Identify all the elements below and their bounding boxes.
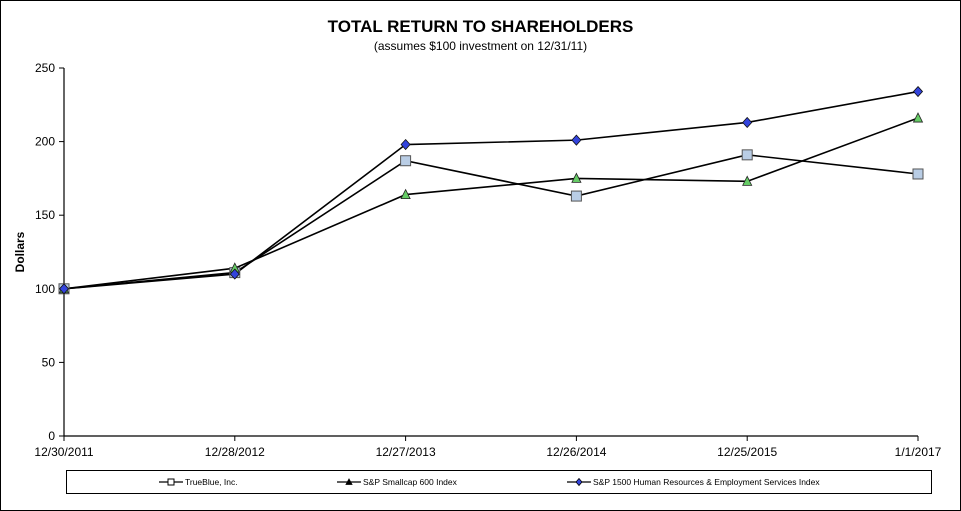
line-chart: 0 50 100 150 200 250 12/30/2011 12/28/2012 12/27… xyxy=(13,61,942,459)
chart-subtitle: (assumes $100 investment on 12/31/11) xyxy=(373,39,588,53)
x-tick-label: 12/28/2012 xyxy=(205,445,265,459)
chart-title: TOTAL RETURN TO SHAREHOLDERS xyxy=(327,17,634,36)
point-triangle-1-4 xyxy=(742,175,753,186)
y-tick-label: 250 xyxy=(35,61,55,75)
legend-label-trueblue: TrueBlue, Inc. xyxy=(185,477,238,487)
point-triangle-1-3 xyxy=(571,172,582,183)
series-line-0 xyxy=(63,154,919,290)
x-tick-label: 12/27/2013 xyxy=(376,445,436,459)
point-square-0-3 xyxy=(570,190,582,202)
y-axis-label: Dollars xyxy=(13,231,27,272)
legend-marker-triangle-icon xyxy=(337,478,361,485)
point-square-0-4 xyxy=(741,149,753,161)
legend-marker-square-icon xyxy=(159,478,183,486)
x-tick-label: 1/1/2017 xyxy=(895,445,942,459)
x-tick-label: 12/26/2014 xyxy=(546,445,606,459)
point-square-0-5 xyxy=(912,168,924,180)
series-line-2 xyxy=(63,90,919,290)
chart-legend: TrueBlue, Inc. S&P Smallcap 600 Index S&… xyxy=(66,470,932,494)
legend-marker-diamond-icon xyxy=(567,477,591,487)
y-tick-label: 150 xyxy=(35,208,55,222)
point-diamond-2-4 xyxy=(742,116,753,129)
series-line-1 xyxy=(63,117,919,290)
y-tick-label: 50 xyxy=(42,355,56,369)
legend-item-smallcap: S&P Smallcap 600 Index xyxy=(337,471,457,493)
x-tick-label: 12/25/2015 xyxy=(717,445,777,459)
point-diamond-2-5 xyxy=(912,85,924,98)
x-tick-label: 12/30/2011 xyxy=(34,445,93,459)
legend-label-smallcap: S&P Smallcap 600 Index xyxy=(363,477,457,487)
point-diamond-2-3 xyxy=(571,134,582,146)
legend-item-trueblue: TrueBlue, Inc. xyxy=(159,471,238,493)
point-square-0-2 xyxy=(400,155,412,167)
point-diamond-2-0 xyxy=(58,283,70,295)
point-diamond-2-2 xyxy=(400,138,411,151)
point-triangle-1-2 xyxy=(400,188,411,199)
legend-label-hr-index: S&P 1500 Human Resources & Employment Se… xyxy=(593,477,820,487)
y-tick-label: 200 xyxy=(35,135,55,149)
y-tick-label: 100 xyxy=(35,282,55,296)
point-diamond-2-1 xyxy=(229,268,240,280)
legend-item-hr-index: S&P 1500 Human Resources & Employment Se… xyxy=(567,471,820,493)
y-tick-label: 0 xyxy=(48,429,55,443)
point-triangle-1-5 xyxy=(912,112,924,123)
